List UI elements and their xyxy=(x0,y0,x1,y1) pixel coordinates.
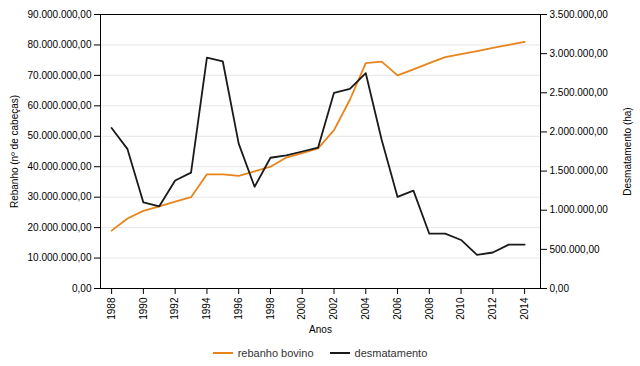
svg-text:10.000.000,00: 10.000.000,00 xyxy=(28,252,92,263)
svg-text:2010: 2010 xyxy=(455,297,466,320)
svg-text:2008: 2008 xyxy=(424,297,435,320)
html-text:desmatamento: desmatamento xyxy=(354,347,428,359)
svg-text:Rebanho (nº de cabeças): Rebanho (nº de cabeças) xyxy=(9,95,20,208)
svg-text:2000: 2000 xyxy=(296,297,307,320)
svg-text:2.500.000,00: 2.500.000,00 xyxy=(550,87,609,98)
svg-text:2012: 2012 xyxy=(487,297,498,320)
svg-text:500.000,00: 500.000,00 xyxy=(550,244,600,255)
svg-text:0,00: 0,00 xyxy=(72,283,92,294)
svg-text:Desmatamento (ha): Desmatamento (ha) xyxy=(622,107,633,195)
svg-text:2002: 2002 xyxy=(328,297,339,320)
svg-text:0,00: 0,00 xyxy=(550,283,570,294)
svg-text:3.000.000,00: 3.000.000,00 xyxy=(550,48,609,59)
svg-text:1996: 1996 xyxy=(233,297,244,320)
svg-text:50.000.000,00: 50.000.000,00 xyxy=(28,130,92,141)
svg-text:1.500.000,00: 1.500.000,00 xyxy=(550,165,609,176)
svg-text:70.000.000,00: 70.000.000,00 xyxy=(28,70,92,81)
svg-text:80.000.000,00: 80.000.000,00 xyxy=(28,39,92,50)
html-text:rebanho bovino: rebanho bovino xyxy=(237,347,314,359)
svg-text:1988: 1988 xyxy=(106,297,117,320)
svg-text:1998: 1998 xyxy=(265,297,276,320)
svg-text:2.000.000,00: 2.000.000,00 xyxy=(550,126,609,137)
svg-text:3.500.000,00: 3.500.000,00 xyxy=(550,9,609,20)
svg-text:30.000.000,00: 30.000.000,00 xyxy=(28,191,92,202)
svg-text:1994: 1994 xyxy=(201,297,212,320)
svg-text:20.000.000,00: 20.000.000,00 xyxy=(28,222,92,233)
svg-text:60.000.000,00: 60.000.000,00 xyxy=(28,100,92,111)
svg-text:1.000.000,00: 1.000.000,00 xyxy=(550,204,609,215)
svg-text:2004: 2004 xyxy=(360,297,371,320)
svg-text:1990: 1990 xyxy=(138,297,149,320)
svg-text:1992: 1992 xyxy=(169,297,180,320)
svg-text:Anos: Anos xyxy=(309,324,332,335)
svg-text:40.000.000,00: 40.000.000,00 xyxy=(28,161,92,172)
svg-text:2006: 2006 xyxy=(392,297,403,320)
svg-text:90.000.000,00: 90.000.000,00 xyxy=(28,9,92,20)
svg-text:2014: 2014 xyxy=(519,297,530,320)
